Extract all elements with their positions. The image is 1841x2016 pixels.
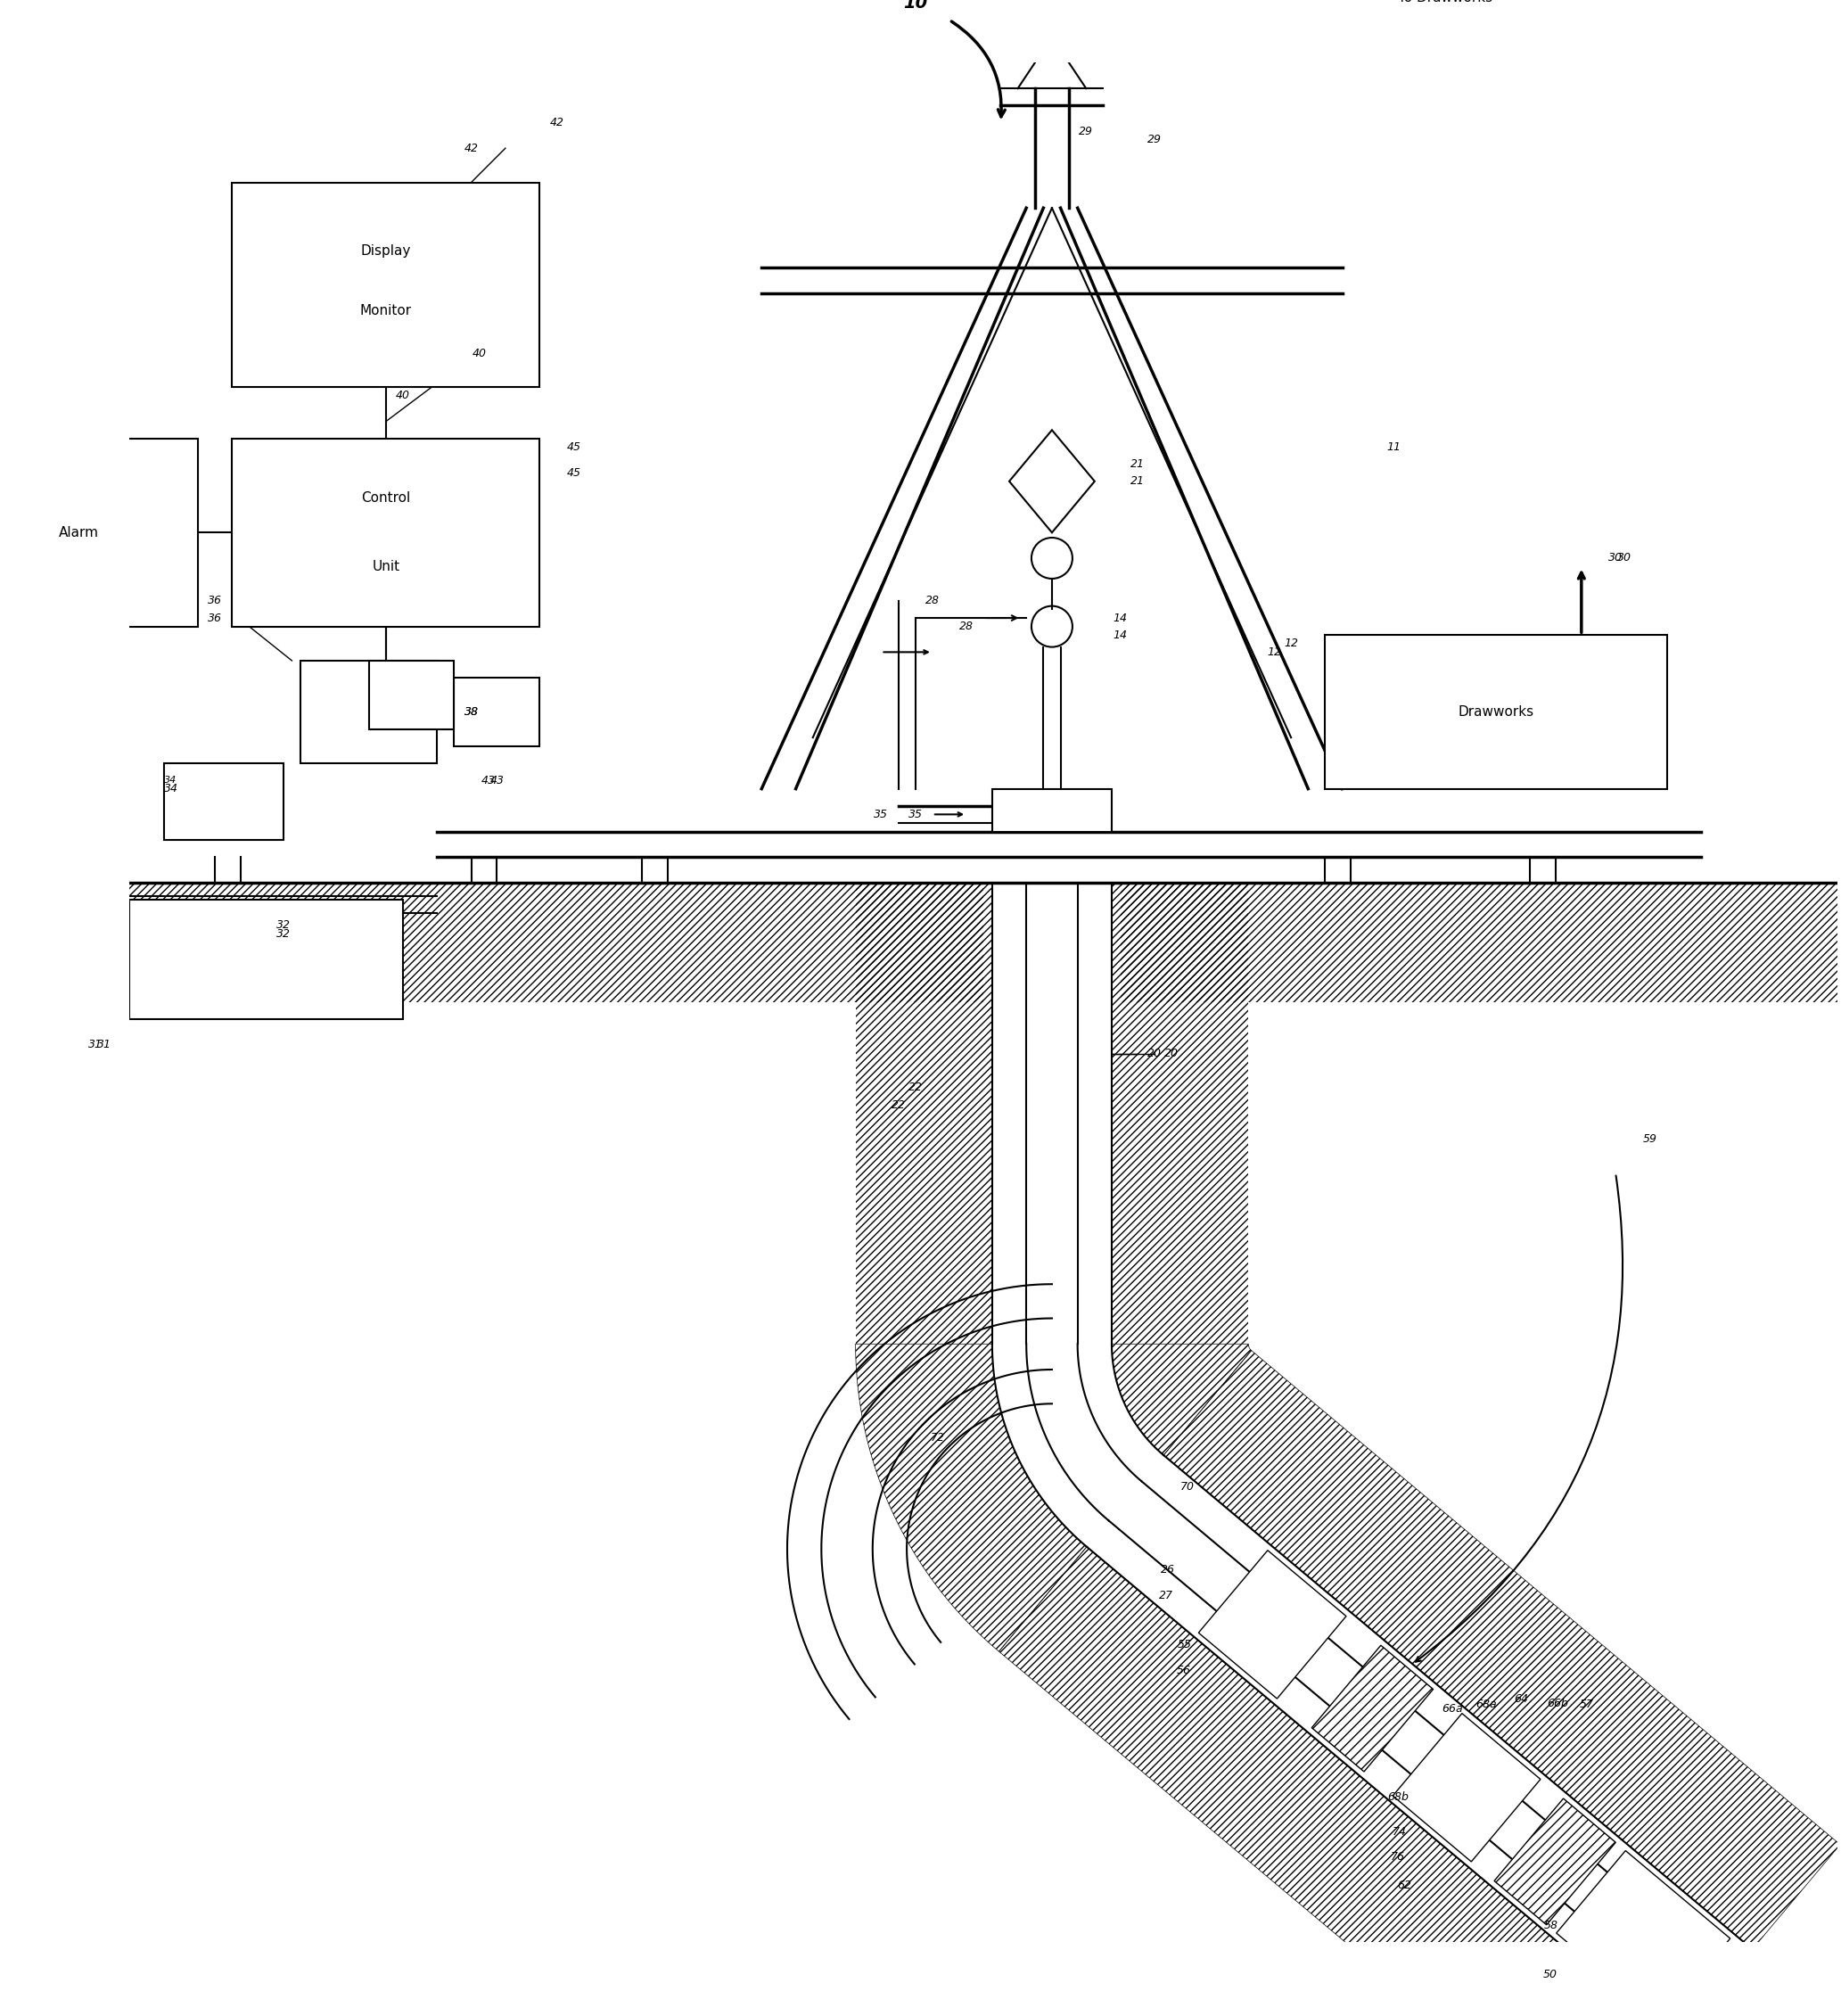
Text: 21: 21 — [1130, 458, 1145, 470]
Text: Control: Control — [361, 492, 411, 506]
Bar — [983, 883, 1121, 1002]
Text: Drawworks: Drawworks — [1458, 706, 1534, 718]
Text: 66b: 66b — [1546, 1697, 1569, 1710]
Bar — [0, 439, 199, 627]
Text: 70: 70 — [1180, 1480, 1195, 1492]
Text: 34: 34 — [164, 776, 177, 784]
Polygon shape — [1311, 1645, 1432, 1772]
Bar — [1112, 883, 1248, 1345]
Text: 30: 30 — [1616, 552, 1631, 564]
Text: 76: 76 — [1392, 1851, 1405, 1863]
Text: 12: 12 — [1283, 637, 1298, 649]
Bar — [129, 899, 403, 1020]
Text: 55: 55 — [1178, 1639, 1193, 1651]
Text: 64: 64 — [1513, 1693, 1528, 1706]
Text: 22: 22 — [891, 1099, 906, 1111]
Bar — [455, 677, 539, 746]
Text: 11: 11 — [1386, 442, 1401, 454]
Text: 57: 57 — [1580, 1699, 1594, 1710]
Text: 28: 28 — [959, 621, 974, 633]
Polygon shape — [1556, 1851, 1731, 2016]
Text: 21: 21 — [1130, 476, 1145, 488]
Bar — [232, 439, 539, 627]
Text: 74: 74 — [1392, 1826, 1407, 1837]
Text: 68a: 68a — [1476, 1697, 1497, 1710]
Text: 72: 72 — [930, 1431, 944, 1443]
Text: 20: 20 — [1164, 1048, 1178, 1058]
Bar — [300, 661, 436, 764]
Text: 40: 40 — [396, 389, 411, 401]
Text: 31: 31 — [98, 1038, 110, 1050]
Bar — [164, 764, 284, 841]
Text: 26: 26 — [1160, 1564, 1175, 1577]
Text: Monitor: Monitor — [361, 304, 412, 317]
Text: 14: 14 — [1114, 613, 1127, 623]
Text: 68b: 68b — [1388, 1792, 1408, 1802]
Text: 43: 43 — [490, 774, 504, 786]
Text: 10: 10 — [904, 0, 928, 12]
Text: 59: 59 — [1642, 1133, 1657, 1145]
Text: 45: 45 — [567, 468, 582, 478]
Text: 36: 36 — [208, 595, 223, 607]
Text: 35: 35 — [874, 808, 887, 821]
Text: To Drawworks: To Drawworks — [1397, 0, 1491, 4]
Text: 40: 40 — [473, 347, 486, 359]
Polygon shape — [1009, 429, 1095, 532]
Polygon shape — [1495, 1798, 1616, 1925]
Text: 29: 29 — [1079, 125, 1094, 137]
Text: 58: 58 — [1545, 1919, 1559, 1931]
Text: 50: 50 — [1543, 1970, 1557, 1980]
Text: 32: 32 — [276, 927, 291, 939]
Bar — [129, 883, 1837, 1002]
Text: 66a: 66a — [1442, 1704, 1464, 1714]
Bar — [368, 661, 455, 730]
Text: 38: 38 — [464, 706, 479, 718]
Polygon shape — [1198, 1550, 1346, 1699]
Bar — [232, 181, 539, 387]
Text: 36: 36 — [208, 613, 223, 623]
Polygon shape — [1394, 1714, 1541, 1861]
Text: 45: 45 — [567, 442, 582, 454]
Text: Unit: Unit — [372, 560, 399, 573]
Text: 14: 14 — [1114, 629, 1127, 641]
Text: Alarm: Alarm — [59, 526, 98, 538]
Text: Display: Display — [361, 244, 411, 258]
Text: 31: 31 — [88, 1038, 103, 1050]
Text: 28: 28 — [926, 595, 939, 607]
Bar — [856, 883, 992, 1345]
Text: 42: 42 — [464, 143, 479, 153]
Text: 29: 29 — [1147, 133, 1162, 145]
Text: 34: 34 — [164, 782, 179, 794]
Bar — [992, 788, 1112, 831]
Bar — [134, 954, 398, 1014]
Text: 30: 30 — [1609, 552, 1622, 564]
Text: 12: 12 — [1267, 647, 1281, 657]
Text: 35: 35 — [908, 808, 922, 821]
Text: 27: 27 — [1160, 1591, 1173, 1601]
Text: 56: 56 — [1176, 1665, 1191, 1675]
Text: 20: 20 — [1147, 1048, 1162, 1058]
Text: 42: 42 — [549, 117, 563, 129]
Text: 43: 43 — [481, 774, 495, 786]
Text: 22: 22 — [908, 1083, 922, 1093]
Text: 62: 62 — [1397, 1881, 1412, 1891]
Bar — [1326, 635, 1666, 788]
Text: 38: 38 — [464, 706, 479, 718]
Text: 32: 32 — [276, 919, 291, 931]
